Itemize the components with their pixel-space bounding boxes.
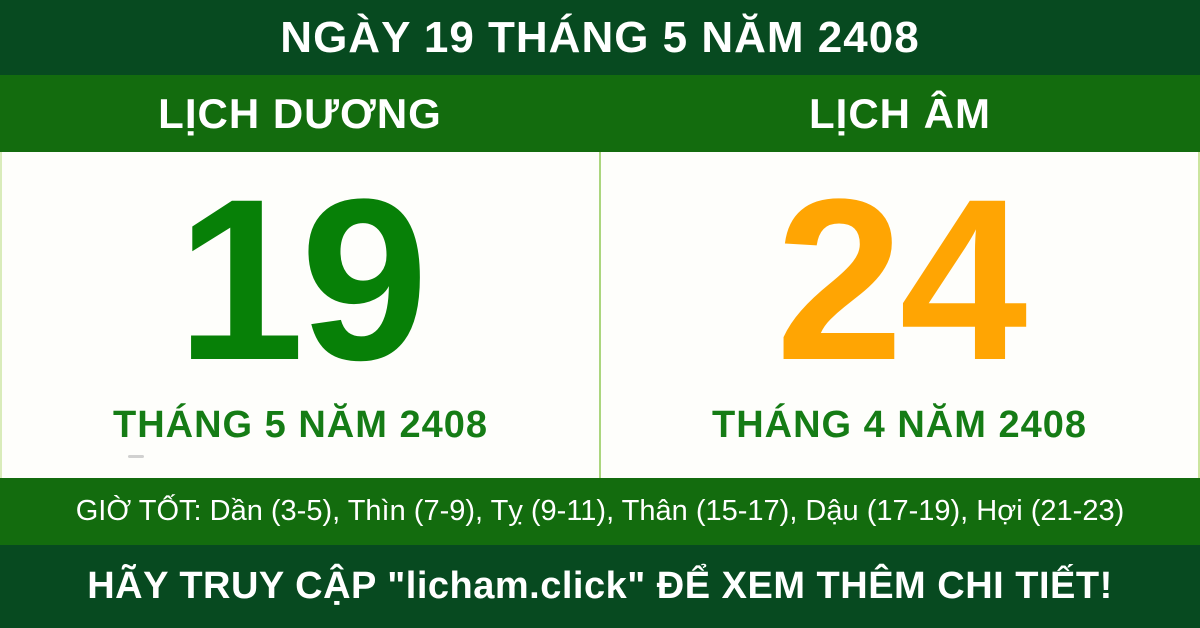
footer-bar: HÃY TRUY CẬP "licham.click" ĐỂ XEM THÊM …	[0, 545, 1200, 628]
solar-day-number: 19	[176, 151, 429, 408]
solar-month-label: THÁNG 5 NĂM 2408	[113, 403, 488, 446]
solar-calendar-header: LỊCH DƯƠNG	[158, 89, 442, 137]
solar-panel: 19 THÁNG 5 NĂM 2408	[2, 152, 599, 478]
lunar-month-label: THÁNG 4 NĂM 2408	[712, 403, 1087, 446]
calendar-type-header: LỊCH DƯƠNG LỊCH ÂM	[0, 75, 1200, 152]
lunar-calendar-header: LỊCH ÂM	[809, 89, 991, 137]
smudge-mark	[128, 455, 144, 458]
good-hours-text: GIỜ TỐT: Dần (3-5), Thìn (7-9), Tỵ (9-11…	[75, 495, 1125, 527]
date-title-bar: NGÀY 19 THÁNG 5 NĂM 2408	[0, 0, 1200, 75]
good-hours-bar: GIỜ TỐT: Dần (3-5), Thìn (7-9), Tỵ (9-11…	[0, 478, 1200, 545]
lunar-day-number: 24	[775, 151, 1028, 408]
footer-text: HÃY TRUY CẬP "licham.click" ĐỂ XEM THÊM …	[87, 565, 1113, 607]
vertical-divider	[599, 152, 601, 478]
page-title: NGÀY 19 THÁNG 5 NĂM 2408	[280, 12, 920, 62]
lunar-panel: 24 THÁNG 4 NĂM 2408	[601, 152, 1198, 478]
calendar-panels: 19 THÁNG 5 NĂM 2408 24 THÁNG 4 NĂM 2408	[0, 152, 1200, 478]
